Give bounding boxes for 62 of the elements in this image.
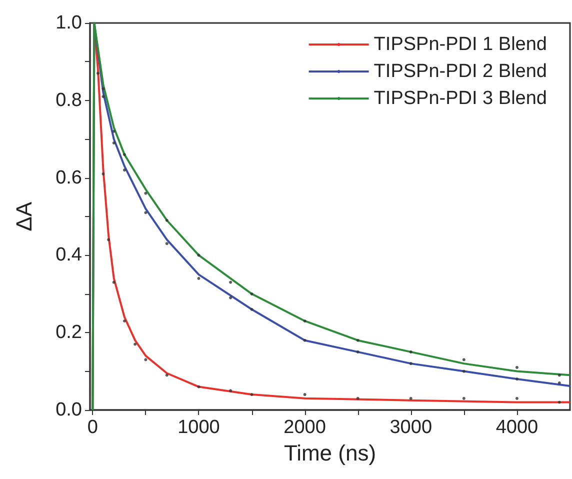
y-tick-label: 0.6 bbox=[56, 167, 82, 188]
point bbox=[107, 238, 110, 242]
point bbox=[165, 242, 168, 246]
point bbox=[558, 381, 561, 384]
y-axis-title: ΔA bbox=[12, 201, 36, 232]
point bbox=[165, 218, 168, 222]
point bbox=[112, 141, 116, 144]
x-tick-label: 0 bbox=[87, 417, 98, 438]
x-tick-label: 2000 bbox=[284, 417, 326, 438]
y-tick-label: 0.2 bbox=[56, 322, 82, 344]
point bbox=[102, 87, 105, 90]
point bbox=[462, 370, 466, 373]
point bbox=[165, 374, 168, 377]
point bbox=[197, 385, 200, 388]
point bbox=[515, 366, 518, 369]
x-axis-title: Time (ns) bbox=[284, 440, 376, 466]
point bbox=[558, 400, 561, 404]
point bbox=[96, 72, 100, 75]
point bbox=[229, 389, 232, 392]
point bbox=[134, 342, 137, 346]
point bbox=[303, 338, 306, 342]
x-tick-label: 3000 bbox=[390, 417, 432, 438]
point bbox=[409, 362, 412, 366]
point bbox=[144, 358, 148, 362]
legend-label: TIPSPn-PDI 1 Blend bbox=[374, 34, 548, 55]
point bbox=[229, 280, 232, 284]
point bbox=[356, 350, 360, 354]
point bbox=[515, 396, 518, 400]
point bbox=[409, 396, 412, 400]
point bbox=[303, 319, 306, 322]
point bbox=[112, 130, 116, 133]
point bbox=[144, 192, 148, 195]
point bbox=[250, 308, 254, 311]
point bbox=[356, 338, 360, 342]
point bbox=[462, 396, 466, 400]
y-tick-label: 0.4 bbox=[56, 244, 82, 266]
point bbox=[102, 95, 105, 98]
legend-label: TIPSPn-PDI 3 Blend bbox=[374, 88, 548, 109]
point bbox=[122, 319, 126, 322]
y-tick-label: 0.8 bbox=[56, 90, 82, 111]
line-series bbox=[92, 22, 571, 411]
point bbox=[197, 276, 200, 280]
point bbox=[250, 292, 254, 296]
point bbox=[250, 393, 254, 396]
point bbox=[122, 168, 126, 172]
point bbox=[515, 378, 518, 381]
text: 0.0 bbox=[56, 400, 82, 420]
x-tick-label: 1000 bbox=[178, 417, 220, 438]
point bbox=[112, 280, 116, 284]
point bbox=[144, 211, 148, 214]
point bbox=[197, 254, 200, 257]
point bbox=[356, 396, 360, 400]
point bbox=[122, 153, 126, 156]
legend-label: TIPSPn-PDI 2 Blend bbox=[374, 61, 548, 82]
point bbox=[462, 358, 466, 362]
point bbox=[229, 296, 232, 300]
x-tick-label: 4000 bbox=[496, 417, 538, 438]
point bbox=[409, 350, 412, 354]
point bbox=[303, 393, 306, 396]
text: 1.0 bbox=[56, 12, 82, 34]
point bbox=[102, 172, 105, 176]
point bbox=[558, 374, 561, 377]
